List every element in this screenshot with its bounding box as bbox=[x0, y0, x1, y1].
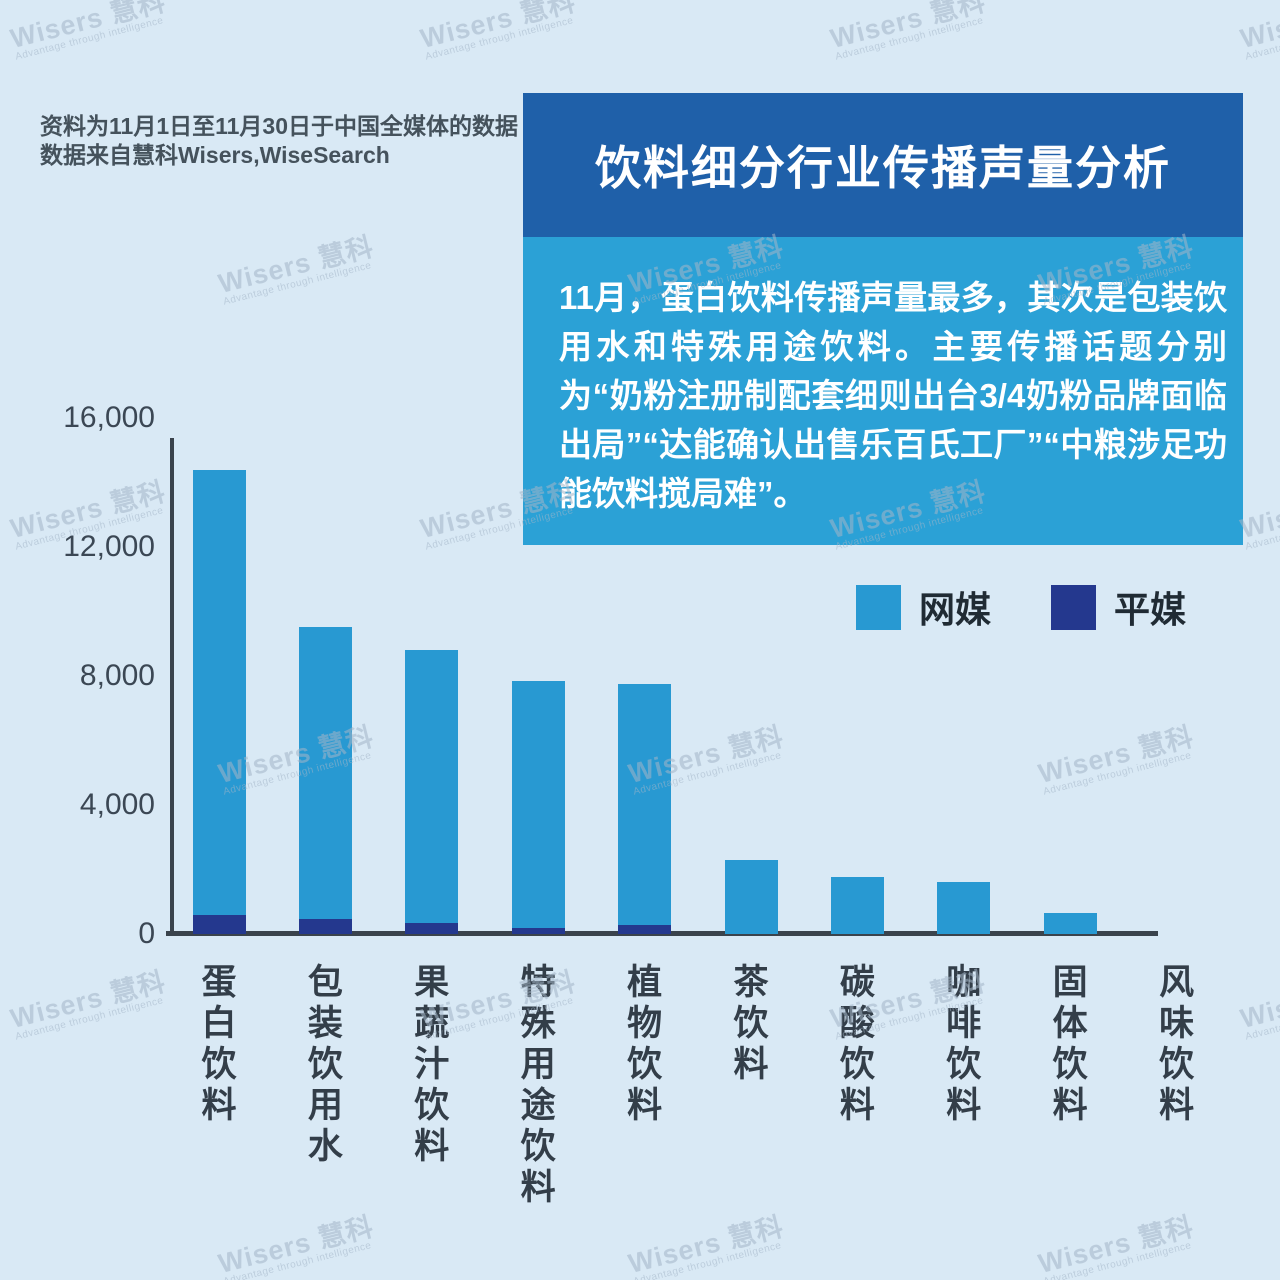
legend-item-online: 网媒 bbox=[856, 581, 991, 633]
bar-segment-print-果蔬汁饮料 bbox=[405, 923, 459, 934]
x-axis-label-茶饮料: 茶饮料 bbox=[733, 963, 769, 1084]
bar-segment-online-碳酸饮料 bbox=[830, 877, 884, 934]
bar-segment-online-蛋白饮料 bbox=[192, 470, 246, 915]
y-axis-line bbox=[170, 438, 174, 936]
source-note-line2: 数据来自慧科Wisers,WiseSearch bbox=[40, 142, 390, 168]
page-title: 饮料细分行业传播声量分析 bbox=[595, 142, 1171, 194]
legend-swatch-online bbox=[856, 584, 901, 630]
x-axis-label-包装饮用水: 包装饮用水 bbox=[307, 963, 343, 1166]
chart-legend: 网媒 平媒 bbox=[856, 584, 1186, 630]
x-axis-label-果蔬汁饮料: 果蔬汁饮料 bbox=[414, 963, 450, 1166]
x-axis-label-蛋白饮料: 蛋白饮料 bbox=[201, 963, 237, 1125]
y-axis-tick: 4,000 bbox=[79, 788, 155, 821]
bar-segment-online-植物饮料 bbox=[618, 684, 672, 925]
bar-segment-print-特殊用途饮料 bbox=[511, 928, 565, 934]
bar-segment-online-茶饮料 bbox=[724, 860, 778, 934]
x-axis-label-特殊用途饮料: 特殊用途饮料 bbox=[520, 963, 556, 1207]
legend-item-print: 平媒 bbox=[1051, 581, 1186, 633]
x-axis-label-碳酸饮料: 碳酸饮料 bbox=[839, 963, 875, 1125]
title-box: 饮料细分行业传播声量分析 bbox=[523, 93, 1243, 237]
source-note-line1: 资料为11月1日至11月30日于中国全媒体的数据 bbox=[40, 113, 519, 139]
bar-segment-online-果蔬汁饮料 bbox=[405, 650, 459, 923]
description-text: 11月，蛋白饮料传播声量最多，其次是包装饮用水和特殊用途饮料。主要传播话题分别为… bbox=[559, 279, 1227, 512]
y-axis-tick: 0 bbox=[138, 917, 155, 950]
y-axis-tick: 16,000 bbox=[63, 401, 155, 434]
bar-segment-online-固体饮料 bbox=[1043, 913, 1097, 934]
legend-swatch-print bbox=[1051, 584, 1097, 630]
legend-label-print: 平媒 bbox=[1114, 589, 1187, 630]
bar-segment-online-特殊用途饮料 bbox=[511, 681, 565, 928]
bar-segment-print-蛋白饮料 bbox=[192, 915, 246, 934]
x-axis-label-风味饮料: 风味饮料 bbox=[1159, 963, 1195, 1125]
bar-segment-online-咖啡饮料 bbox=[937, 882, 991, 934]
x-axis-label-植物饮料: 植物饮料 bbox=[627, 963, 663, 1125]
bar-segment-print-包装饮用水 bbox=[298, 919, 352, 934]
x-axis-label-咖啡饮料: 咖啡饮料 bbox=[946, 963, 982, 1125]
bar-segment-online-包装饮用水 bbox=[298, 627, 352, 919]
bar-segment-print-植物饮料 bbox=[618, 925, 672, 934]
y-axis-tick: 8,000 bbox=[79, 659, 155, 692]
x-axis-label-固体饮料: 固体饮料 bbox=[1052, 963, 1088, 1125]
legend-label-online: 网媒 bbox=[919, 589, 992, 630]
y-axis-tick: 12,000 bbox=[63, 530, 155, 563]
description-box: 11月，蛋白饮料传播声量最多，其次是包装饮用水和特殊用途饮料。主要传播话题分别为… bbox=[523, 237, 1243, 545]
source-note: 资料为11月1日至11月30日于中国全媒体的数据 数据来自慧科Wisers,Wi… bbox=[40, 112, 520, 170]
